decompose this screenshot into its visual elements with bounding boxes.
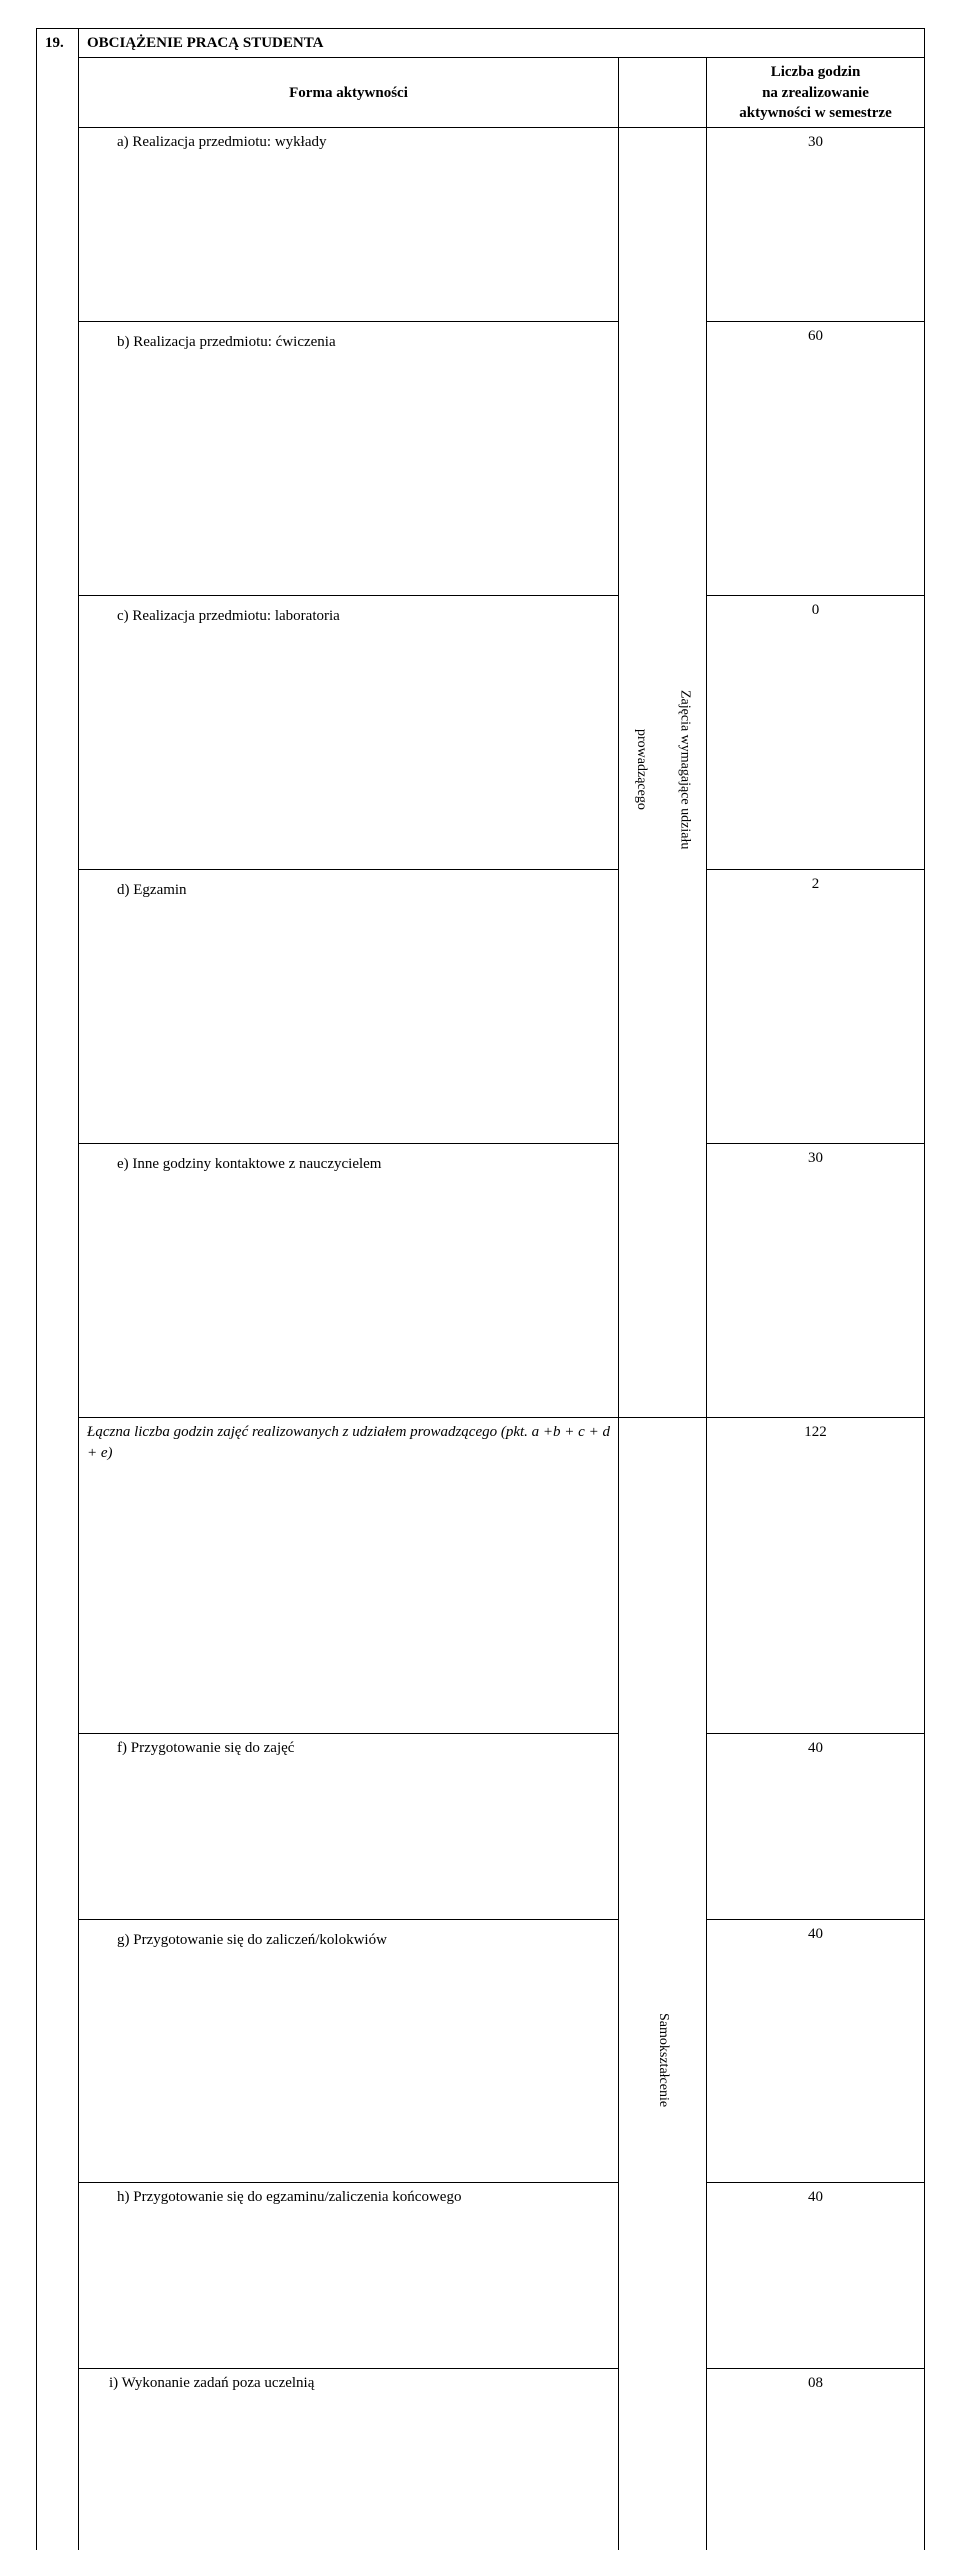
table-row: Forma aktywności Liczba godzin na zreali… — [37, 58, 925, 128]
row-sum1-label: Łączna liczba godzin zajęć realizowanych… — [79, 1418, 619, 1733]
row-d-value: 2 — [707, 870, 925, 1144]
row-c-value: 0 — [707, 596, 925, 870]
table-row: e) Inne godziny kontaktowe z nauczyciele… — [37, 1144, 925, 1418]
hours-header: Liczba godzin na zrealizowanie aktywnośc… — [707, 58, 925, 128]
table-row: c) Realizacja przedmiotu: laboratoria 0 — [37, 596, 925, 870]
row-f-label: f) Przygotowanie się do zajęć — [79, 1733, 619, 1919]
table-row: 19. OBCIĄŻENIE PRACĄ STUDENTA — [37, 29, 925, 58]
section-number: 19. — [37, 29, 79, 2550]
table-row: i) Wykonanie zadań poza uczelnią 08 — [37, 2369, 925, 2550]
table-row: h) Przygotowanie się do egzaminu/zalicze… — [37, 2182, 925, 2368]
table-row: d) Egzamin 2 — [37, 870, 925, 1144]
row-g-value: 40 — [707, 1920, 925, 2183]
row-i-label: i) Wykonanie zadań poza uczelnią — [79, 2369, 619, 2550]
vlabel-zajecia: Zajęcia wymagające udziału — [663, 128, 707, 1418]
row-b-value: 60 — [707, 322, 925, 596]
table-row: Łączna liczba godzin zajęć realizowanych… — [37, 1418, 925, 1733]
vlabel-samoksztalcenie: Samokształcenie — [619, 1418, 707, 2550]
table-row: g) Przygotowanie się do zaliczeń/kolokwi… — [37, 1920, 925, 2183]
table-row: a) Realizacja przedmiotu: wykłady prowad… — [37, 128, 925, 322]
row-g-label: g) Przygotowanie się do zaliczeń/kolokwi… — [79, 1920, 619, 2183]
workload-table: 19. OBCIĄŻENIE PRACĄ STUDENTA Forma akty… — [36, 28, 925, 2550]
gap-cell-2 — [663, 58, 707, 128]
gap-cell — [619, 58, 663, 128]
row-h-value: 40 — [707, 2182, 925, 2368]
row-i-value: 08 — [707, 2369, 925, 2550]
row-a-value: 30 — [707, 128, 925, 322]
row-e-value: 30 — [707, 1144, 925, 1418]
row-a-label: a) Realizacja przedmiotu: wykłady — [79, 128, 619, 322]
form-header: Forma aktywności — [79, 58, 619, 128]
table-row: b) Realizacja przedmiotu: ćwiczenia 60 — [37, 322, 925, 596]
vlabel-prowadzacego: prowadzącego — [619, 128, 663, 1418]
row-h-label: h) Przygotowanie się do egzaminu/zalicze… — [79, 2182, 619, 2368]
row-b-label: b) Realizacja przedmiotu: ćwiczenia — [79, 322, 619, 596]
row-c-label: c) Realizacja przedmiotu: laboratoria — [79, 596, 619, 870]
row-sum1-value: 122 — [707, 1418, 925, 1733]
row-d-label: d) Egzamin — [79, 870, 619, 1144]
section-title: OBCIĄŻENIE PRACĄ STUDENTA — [79, 29, 925, 58]
table-row: f) Przygotowanie się do zajęć 40 — [37, 1733, 925, 1919]
row-e-label: e) Inne godziny kontaktowe z nauczyciele… — [79, 1144, 619, 1418]
row-f-value: 40 — [707, 1733, 925, 1919]
